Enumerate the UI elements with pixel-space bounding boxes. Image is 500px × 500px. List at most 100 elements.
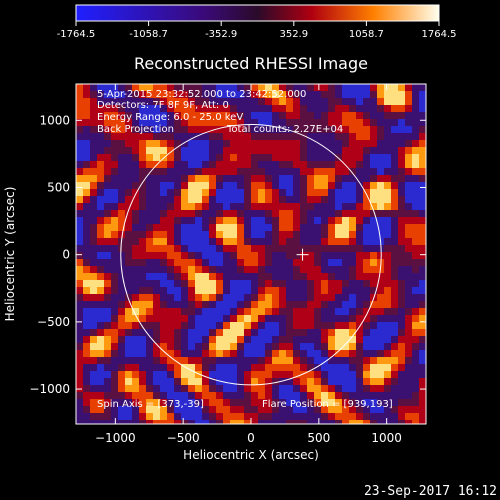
heatmap-cell <box>307 217 314 224</box>
heatmap-cell <box>265 336 272 343</box>
heatmap-cell <box>391 168 398 175</box>
heatmap-cell <box>181 364 188 371</box>
heatmap-cell <box>223 322 230 329</box>
heatmap-cell <box>111 350 118 357</box>
heatmap-cell <box>321 266 328 273</box>
heatmap-cell <box>230 294 237 301</box>
heatmap-cell <box>272 357 279 364</box>
heatmap-cell <box>349 273 356 280</box>
heatmap-cell <box>384 336 391 343</box>
heatmap-cell <box>307 105 314 112</box>
heatmap-cell <box>321 406 328 413</box>
heatmap-cell <box>272 119 279 126</box>
heatmap-cell <box>335 301 342 308</box>
heatmap-cell <box>384 315 391 322</box>
heatmap-cell <box>258 308 265 315</box>
heatmap-cell <box>335 231 342 238</box>
heatmap-cell <box>181 357 188 364</box>
heatmap-cell <box>384 273 391 280</box>
heatmap-cell <box>384 301 391 308</box>
heatmap-cell <box>328 385 335 392</box>
heatmap-cell <box>286 357 293 364</box>
heatmap-cell <box>83 343 90 350</box>
heatmap-cell <box>258 189 265 196</box>
heatmap-cell <box>97 399 104 406</box>
heatmap-cell <box>370 98 377 105</box>
heatmap-cell <box>83 385 90 392</box>
heatmap-cell <box>342 126 349 133</box>
heatmap-cell <box>384 259 391 266</box>
heatmap-cell <box>412 378 419 385</box>
heatmap-cell <box>391 105 398 112</box>
heatmap-cell <box>97 273 104 280</box>
heatmap-cell <box>167 413 174 420</box>
heatmap-cell <box>328 210 335 217</box>
heatmap-cell <box>195 406 202 413</box>
heatmap-cell <box>153 203 160 210</box>
x-tick-label: −1000 <box>95 431 136 445</box>
heatmap-cell <box>265 364 272 371</box>
heatmap-cell <box>146 168 153 175</box>
heatmap-cell <box>328 280 335 287</box>
heatmap-cell <box>90 378 97 385</box>
heatmap-cell <box>188 350 195 357</box>
heatmap-cell <box>286 196 293 203</box>
heatmap-cell <box>188 259 195 266</box>
heatmap-cell <box>237 308 244 315</box>
heatmap-cell <box>314 203 321 210</box>
heatmap-cell <box>146 91 153 98</box>
heatmap-cell <box>335 336 342 343</box>
heatmap-cell <box>160 287 167 294</box>
heatmap-cell <box>188 154 195 161</box>
heatmap-cell <box>160 357 167 364</box>
heatmap-cell <box>300 84 307 91</box>
heatmap-cell <box>412 210 419 217</box>
heatmap-cell <box>202 175 209 182</box>
heatmap-cell <box>286 280 293 287</box>
heatmap-cell <box>174 168 181 175</box>
heatmap-cell <box>398 350 405 357</box>
heatmap-cell <box>83 126 90 133</box>
heatmap-cell <box>139 322 146 329</box>
colorbar <box>75 4 440 22</box>
heatmap-cell <box>307 420 314 424</box>
heatmap-cell <box>286 273 293 280</box>
heatmap-cell <box>97 182 104 189</box>
heatmap-cell <box>272 350 279 357</box>
heatmap-cell <box>111 196 118 203</box>
heatmap-cell <box>230 84 237 91</box>
heatmap-cell <box>118 203 125 210</box>
heatmap-cell <box>111 280 118 287</box>
heatmap-cell <box>370 287 377 294</box>
heatmap-cell <box>265 413 272 420</box>
heatmap-cell <box>391 259 398 266</box>
heatmap-cell <box>391 357 398 364</box>
heatmap-cell <box>398 182 405 189</box>
heatmap-cell <box>132 161 139 168</box>
heatmap-cell <box>146 322 153 329</box>
heatmap-cell <box>209 168 216 175</box>
heatmap-cell <box>286 91 293 98</box>
heatmap-cell <box>202 315 209 322</box>
heatmap-cell <box>265 84 272 91</box>
heatmap-cell <box>188 294 195 301</box>
heatmap-cell <box>188 280 195 287</box>
heatmap-cell <box>118 105 125 112</box>
heatmap-cell <box>181 294 188 301</box>
heatmap-cell <box>188 420 195 424</box>
heatmap-cell <box>286 140 293 147</box>
heatmap-cell <box>335 364 342 371</box>
heatmap-cell <box>237 126 244 133</box>
heatmap-cell <box>342 413 349 420</box>
heatmap-cell <box>132 98 139 105</box>
heatmap-cell <box>384 420 391 424</box>
heatmap-cell <box>370 252 377 259</box>
heatmap-cell <box>391 329 398 336</box>
heatmap-cell <box>314 378 321 385</box>
heatmap-cell <box>335 259 342 266</box>
heatmap-cell <box>160 385 167 392</box>
heatmap-cell <box>321 336 328 343</box>
heatmap-cell <box>146 392 153 399</box>
heatmap-cell <box>174 399 181 406</box>
heatmap-cell <box>167 287 174 294</box>
